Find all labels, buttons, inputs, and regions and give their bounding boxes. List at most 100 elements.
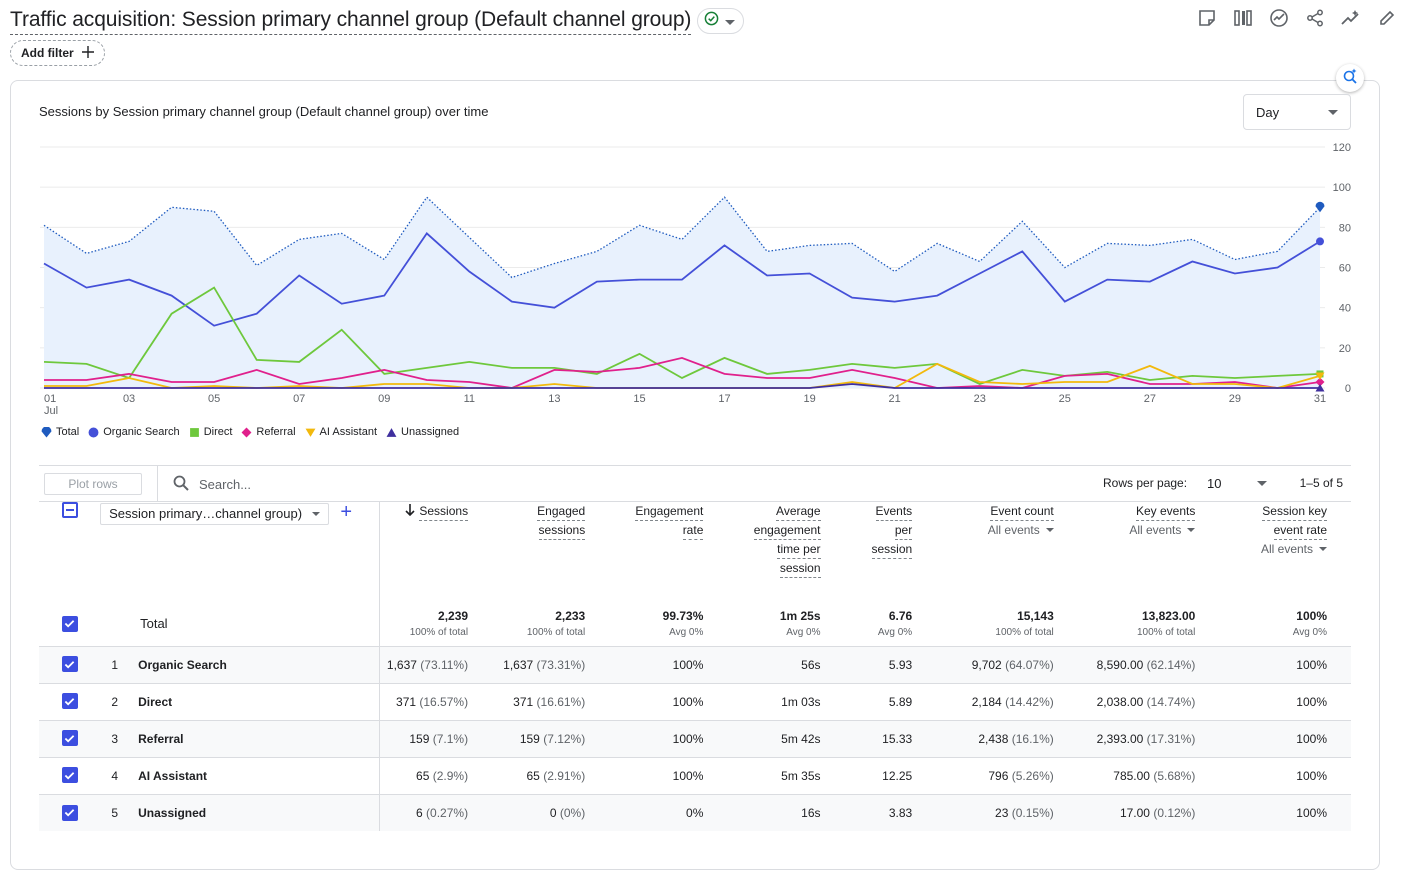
table-row[interactable]: 5 Unassigned 6 (0.27%) 0 (0%) 0% 16s 3.83 23 (0… — [39, 793, 1351, 831]
metric-percent: (2.9%) — [429, 768, 469, 783]
report-status-dropdown[interactable] — [697, 8, 745, 34]
metric-value: 6 — [416, 805, 423, 820]
legend-item-referral[interactable]: Referral — [241, 426, 296, 438]
metric-percent: (14.42%) — [1001, 694, 1054, 709]
y-tick-label: 80 — [1339, 222, 1351, 234]
metric-value: 2,038.00 — [1096, 694, 1144, 709]
total-value: 1m 25s — [779, 609, 821, 624]
referral-series-line — [44, 356, 1321, 389]
organic-series-line — [43, 232, 1321, 327]
column-header[interactable]: Sessions — [379, 502, 482, 602]
metric-value: 56s — [801, 657, 821, 672]
legend-item-direct[interactable]: Direct — [189, 426, 232, 438]
rows-per-page-label: Rows per page: — [1103, 476, 1188, 490]
legend-item-organic[interactable]: Organic Search — [88, 426, 180, 438]
metric-percent: (16.61%) — [533, 694, 586, 709]
select-all-checkbox[interactable] — [61, 502, 78, 518]
add-dimension-button[interactable]: + — [340, 501, 353, 523]
row-metric-cell: 5.93 — [834, 645, 927, 683]
pagination-range: 1–5 of 5 — [1299, 476, 1343, 490]
row-checkbox[interactable] — [61, 767, 78, 784]
legend-item-total[interactable]: Total — [41, 426, 79, 438]
row-checkbox-cell — [39, 793, 101, 831]
report-title[interactable]: Traffic acquisition: Session primary cha… — [10, 7, 691, 35]
table-row[interactable]: 4 AI Assistant 65 (2.9%) 65 (2.91%) 100% 5m 3… — [39, 756, 1351, 794]
column-header[interactable]: Event count All events — [926, 502, 1068, 602]
plot-rows-button[interactable]: Plot rows — [44, 473, 142, 495]
row-checkbox[interactable] — [61, 730, 78, 747]
report-header: Traffic acquisition: Session primary cha… — [10, 4, 745, 38]
total-checkbox[interactable] — [61, 615, 78, 632]
x-month-label: Jul — [44, 405, 58, 417]
column-header-label: engagement — [753, 521, 821, 540]
metric-percent: (7.1%) — [429, 731, 469, 746]
total-end-marker — [1315, 201, 1325, 213]
total-value: 2,233 — [555, 609, 586, 624]
add-filter-button[interactable]: Add filter — [10, 40, 105, 66]
row-channel-name: Unassigned — [138, 805, 207, 820]
ai-insights-button[interactable] — [1336, 64, 1364, 92]
metric-percent: (5.68%) — [1149, 768, 1196, 783]
edit-pencil-icon[interactable] — [1376, 6, 1398, 30]
x-tick-label: 13 — [548, 393, 560, 405]
dimension-select[interactable]: Session primary…channel group) — [100, 502, 330, 525]
y-tick-label: 60 — [1339, 263, 1351, 275]
row-metric-cell: 100% — [1209, 756, 1351, 794]
column-header[interactable]: Engaged sessions — [482, 502, 599, 602]
unassigned-series-line — [44, 383, 1320, 389]
notes-icon[interactable] — [1196, 6, 1218, 30]
table-search[interactable]: Search... — [173, 475, 251, 494]
legend-label: Organic Search — [103, 426, 180, 438]
row-checkbox[interactable] — [61, 656, 78, 673]
trend-sparkle-icon[interactable] — [1340, 6, 1362, 30]
total-legend-marker-icon — [41, 426, 52, 437]
row-metric-cell: 100% — [599, 645, 718, 683]
row-checkbox[interactable] — [61, 804, 78, 821]
toolbar-divider — [157, 466, 158, 502]
row-channel-name: AI Assistant — [138, 768, 208, 783]
insights-icon[interactable] — [1268, 6, 1290, 30]
share-icon[interactable] — [1304, 6, 1326, 30]
column-header-label: time per — [777, 540, 821, 559]
ai-legend-marker-icon — [305, 428, 315, 437]
total-subtext: 100% of total — [526, 627, 586, 639]
compare-icon[interactable] — [1232, 6, 1254, 30]
total-value: 6.76 — [888, 609, 913, 624]
row-dimension-cell: 5 Unassigned — [100, 793, 380, 831]
metric-percent: (0.15%) — [1008, 805, 1054, 820]
header-select-all — [39, 502, 100, 602]
x-tick-label: 03 — [123, 393, 135, 405]
table-row[interactable]: 2 Direct 371 (16.57%) 371 (16.61%) 100% 1m 03… — [39, 682, 1351, 720]
referral-end-marker — [1315, 377, 1325, 387]
metric-percent: (62.14%) — [1143, 657, 1196, 672]
event-filter-select[interactable]: All events — [1129, 523, 1196, 537]
table-row[interactable]: 3 Referral 159 (7.1%) 159 (7.12%) 100% 5m 42s… — [39, 719, 1351, 757]
event-filter-select[interactable]: All events — [988, 523, 1054, 537]
column-header-label: Events — [875, 502, 913, 521]
event-filter-select[interactable]: All events — [1261, 542, 1327, 556]
legend-item-ai[interactable]: AI Assistant — [305, 426, 377, 438]
unassigned-legend-marker-icon — [386, 427, 397, 437]
legend-item-unassigned[interactable]: Unassigned — [386, 426, 459, 438]
metric-value: 12.25 — [882, 768, 913, 783]
event-filter-label: All events — [987, 523, 1040, 537]
rows-per-page-select[interactable]: 10 — [1207, 476, 1267, 491]
row-metric-cell: 65 (2.91%) — [482, 756, 600, 794]
x-tick-label: 11 — [464, 393, 475, 405]
row-checkbox[interactable] — [61, 693, 78, 710]
total-checkbox-cell — [39, 602, 100, 646]
table-row[interactable]: 1 Organic Search 1,637 (73.11%) 1,637 (73.3… — [39, 645, 1351, 683]
column-header[interactable]: Events per session — [835, 502, 927, 602]
row-metric-cell: 56s — [717, 645, 835, 683]
column-header-label: rate — [682, 521, 704, 540]
row-metric-cell: 9,702 (64.07%) — [926, 645, 1068, 683]
chevron-down-icon — [312, 511, 321, 516]
column-header[interactable]: Engagement rate — [599, 502, 717, 602]
column-header[interactable]: Average engagement time per session — [717, 502, 834, 602]
metric-value: 2,184 — [971, 694, 1002, 709]
row-metric-cell: 1m 03s — [717, 682, 835, 720]
search-input[interactable]: Search... — [199, 477, 252, 492]
granularity-select[interactable]: Day — [1243, 94, 1351, 130]
column-header[interactable]: Session key event rate All events — [1209, 502, 1351, 602]
column-header[interactable]: Key events All events — [1068, 502, 1210, 602]
